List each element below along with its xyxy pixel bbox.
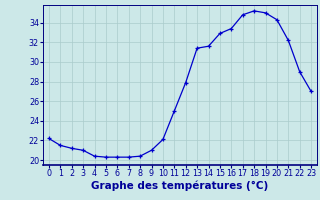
X-axis label: Graphe des températures (°C): Graphe des températures (°C) bbox=[92, 181, 268, 191]
